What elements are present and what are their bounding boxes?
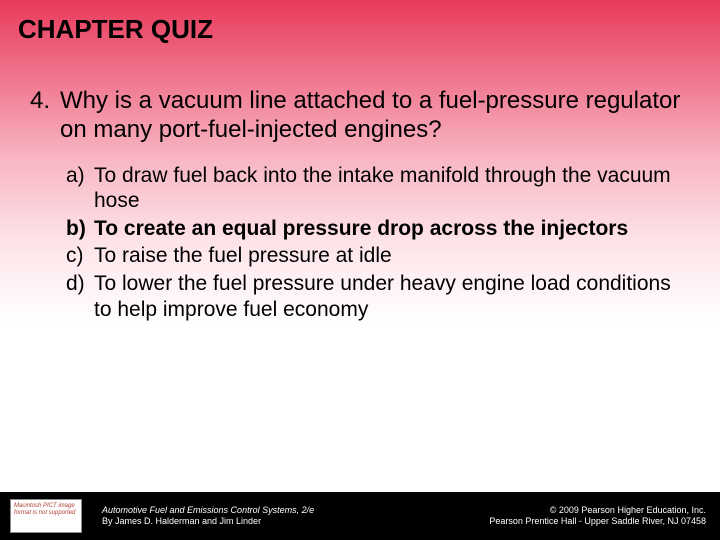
options-list: a)To draw fuel back into the intake mani… [0, 145, 720, 323]
question-block: 4. Why is a vacuum line attached to a fu… [0, 45, 720, 145]
question-text: Why is a vacuum line attached to a fuel-… [60, 87, 690, 145]
option-letter: b) [66, 216, 94, 242]
footer-left: Automotive Fuel and Emissions Control Sy… [102, 505, 489, 528]
question: 4. Why is a vacuum line attached to a fu… [30, 87, 690, 145]
option-text: To draw fuel back into the intake manifo… [94, 163, 690, 214]
option-text: To create an equal pressure drop across … [94, 216, 690, 242]
option-row: a)To draw fuel back into the intake mani… [66, 163, 690, 214]
footer-publisher: Pearson Prentice Hall - Upper Saddle Riv… [489, 516, 706, 527]
option-letter: d) [66, 271, 94, 297]
footer-bar: Macintosh PICT image format is not suppo… [0, 492, 720, 540]
option-row: c)To raise the fuel pressure at idle [66, 243, 690, 269]
option-row: b)To create an equal pressure drop acros… [66, 216, 690, 242]
placeholder-image-icon: Macintosh PICT image format is not suppo… [10, 499, 82, 533]
footer-right: © 2009 Pearson Higher Education, Inc. Pe… [489, 505, 706, 528]
option-letter: c) [66, 243, 94, 269]
footer-copyright: © 2009 Pearson Higher Education, Inc. [489, 505, 706, 516]
option-text: To lower the fuel pressure under heavy e… [94, 271, 690, 322]
footer-book-title: Automotive Fuel and Emissions Control Sy… [102, 505, 489, 516]
option-text: To raise the fuel pressure at idle [94, 243, 690, 269]
slide-title: CHAPTER QUIZ [0, 0, 720, 45]
option-row: d)To lower the fuel pressure under heavy… [66, 271, 690, 322]
option-letter: a) [66, 163, 94, 189]
question-number: 4. [30, 87, 50, 116]
footer-authors: By James D. Halderman and Jim Linder [102, 516, 489, 527]
